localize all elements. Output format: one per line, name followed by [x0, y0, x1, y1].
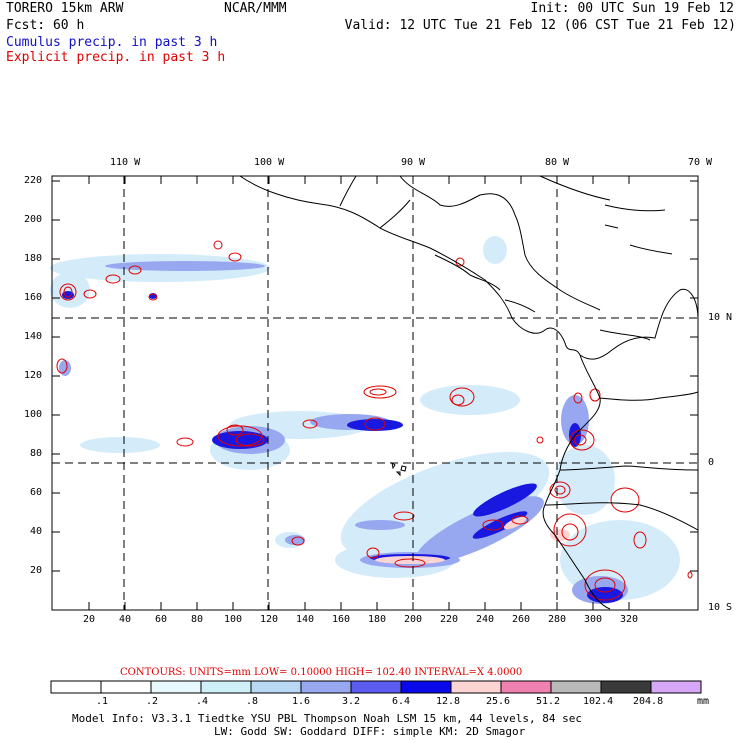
- colorbar-swatch: [600, 680, 652, 694]
- map-frame: [51, 175, 699, 611]
- colorbar-label: 204.8: [633, 696, 664, 707]
- x-tick-label: 120: [260, 614, 279, 625]
- organization-label: NCAR/MMM: [224, 1, 287, 16]
- x-tick-label: 20: [83, 614, 96, 625]
- cumulus-precip-shading: [50, 236, 680, 604]
- x-tick-label: 260: [512, 614, 531, 625]
- colorbar: [50, 680, 702, 694]
- valid-time: Valid: 12 UTC Tue 21 Feb 12 (06 CST Tue …: [344, 18, 736, 33]
- colorbar-label: 3.2: [342, 696, 361, 707]
- x-tick-label: 160: [332, 614, 351, 625]
- colorbar-label: 12.8: [436, 696, 461, 707]
- colorbar-swatch: [650, 680, 702, 694]
- colorbar-label: 1.6: [292, 696, 311, 707]
- y-tick-label: 200: [24, 214, 43, 225]
- y-tick-label: 60: [30, 487, 43, 498]
- y-tick-label: 180: [24, 253, 43, 264]
- colorbar-swatch: [250, 680, 302, 694]
- x-tick-label: 300: [584, 614, 603, 625]
- lon-label-80w: 80 W: [545, 157, 570, 168]
- x-tick-label: 60: [155, 614, 168, 625]
- x-tick-label: 220: [440, 614, 459, 625]
- y-tick-label: 140: [24, 331, 43, 342]
- colorbar-swatch: [550, 680, 602, 694]
- colorbar-swatch: [350, 680, 402, 694]
- legend-explicit: Explicit precip. in past 3 h: [6, 50, 226, 65]
- x-tick-label: 100: [224, 614, 243, 625]
- y-tick-label: 120: [24, 370, 43, 381]
- colorbar-label: .4: [196, 696, 209, 707]
- colorbar-swatch: [500, 680, 552, 694]
- lon-label-70w: 70 W: [688, 157, 713, 168]
- colorbar-swatch: [150, 680, 202, 694]
- y-tick-label: 80: [30, 448, 43, 459]
- y-tick-label: 40: [30, 526, 43, 537]
- lat-label-0: 0: [708, 457, 715, 468]
- colorbar-label: .2: [146, 696, 159, 707]
- colorbar-label: 25.6: [486, 696, 511, 707]
- latlon-grid: [52, 176, 698, 610]
- x-tick-label: 80: [191, 614, 204, 625]
- lat-label-10s: 10 S: [708, 602, 733, 613]
- colorbar-label: 102.4: [583, 696, 614, 707]
- y-tick-marks: [52, 180, 698, 572]
- colorbar-swatch: [50, 680, 102, 694]
- x-tick-label: 180: [368, 614, 387, 625]
- forecast-hour: Fcst: 60 h: [6, 18, 85, 33]
- colorbar-label: 51.2: [536, 696, 561, 707]
- y-tick-label: 220: [24, 175, 43, 186]
- colorbar-label: .8: [246, 696, 259, 707]
- model-info-line2: LW: Godd SW: Goddard DIFF: simple KM: 2D…: [214, 725, 526, 738]
- lon-label-110w: 110 W: [110, 157, 141, 168]
- explicit-precip-contours: [56, 240, 693, 601]
- x-tick-label: 140: [296, 614, 315, 625]
- colorbar-swatch: [400, 680, 452, 694]
- y-tick-label: 20: [30, 565, 43, 576]
- x-tick-label: 40: [119, 614, 132, 625]
- contours-info: CONTOURS: UNITS=mm LOW= 0.10000 HIGH= 10…: [120, 667, 523, 678]
- y-tick-label: 100: [24, 409, 43, 420]
- init-time: Init: 00 UTC Sun 19 Feb 12: [530, 1, 735, 16]
- colorbar-swatch: [300, 680, 352, 694]
- colorbar-swatch: [450, 680, 502, 694]
- x-tick-label: 240: [476, 614, 495, 625]
- colorbar-swatch: [100, 680, 152, 694]
- model-info-line1: Model Info: V3.3.1 Tiedtke YSU PBL Thomp…: [72, 712, 582, 725]
- x-tick-label: 320: [620, 614, 639, 625]
- lon-label-90w: 90 W: [401, 157, 426, 168]
- model-title: TORERO 15km ARW: [6, 1, 124, 16]
- lon-label-100w: 100 W: [254, 157, 285, 168]
- colorbar-label: .1: [96, 696, 109, 707]
- lat-label-10n: 10 N: [708, 312, 733, 323]
- x-tick-label: 200: [404, 614, 423, 625]
- x-tick-marks: [88, 176, 630, 610]
- colorbar-unit: mm: [697, 696, 710, 707]
- colorbar-swatch: [200, 680, 252, 694]
- legend-cumulus: Cumulus precip. in past 3 h: [6, 35, 218, 50]
- y-tick-label: 160: [24, 292, 43, 303]
- coastlines: [239, 175, 699, 610]
- colorbar-swatches: [50, 680, 702, 694]
- x-tick-label: 280: [548, 614, 567, 625]
- colorbar-label: 6.4: [392, 696, 411, 707]
